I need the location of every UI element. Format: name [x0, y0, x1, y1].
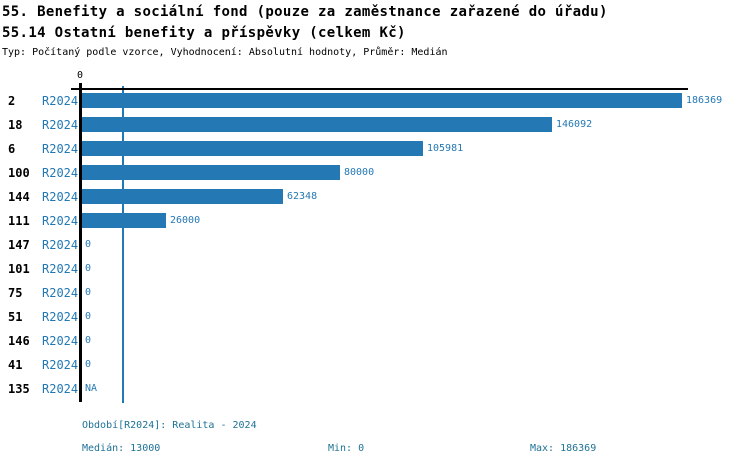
- page-title-line2: 55.14 Ostatní benefity a příspěvky (celk…: [2, 25, 406, 41]
- row-category-label: 18: [8, 117, 23, 132]
- bar: [82, 165, 340, 180]
- bar-value-label: 80000: [344, 166, 375, 178]
- y-axis-line: [79, 83, 82, 402]
- bar-value-label: 0: [85, 358, 92, 370]
- bar-value-label: 0: [85, 238, 92, 250]
- row-category-label: 6: [8, 141, 16, 156]
- row-period-label: R2024: [42, 357, 79, 372]
- page-title-line1: 55. Benefity a sociální fond (pouze za z…: [2, 4, 608, 20]
- row-period-label: R2024: [42, 309, 79, 324]
- bar-value-label: 186369: [686, 94, 723, 106]
- row-period-label: R2024: [42, 165, 79, 180]
- bar-value-label: 0: [85, 262, 92, 274]
- row-period-label: R2024: [42, 237, 79, 252]
- row-period-label: R2024: [42, 117, 79, 132]
- bar: [82, 141, 423, 156]
- footer-median-label: Medián: 13000: [82, 443, 161, 454]
- x-axis-zero-tick-label: 0: [76, 70, 84, 81]
- bar-value-label: 105981: [427, 142, 464, 154]
- row-period-label: R2024: [42, 381, 79, 396]
- row-category-label: 144: [8, 189, 30, 204]
- row-period-label: R2024: [42, 261, 79, 276]
- row-period-label: R2024: [42, 333, 79, 348]
- bar-value-label: NA: [85, 382, 98, 394]
- row-category-label: 135: [8, 381, 30, 396]
- bar-value-label: 26000: [170, 214, 201, 226]
- row-category-label: 51: [8, 309, 23, 324]
- bar-value-label: 62348: [287, 190, 318, 202]
- median-line: [122, 86, 124, 403]
- bars-container: 2 R2024 186369 18 R2024 146092 6 R2024 105981 100…: [8, 93, 723, 396]
- row-category-label: 41: [8, 357, 23, 372]
- bar-value-label: 146092: [556, 118, 593, 130]
- chart-meta-line: Typ: Počítaný podle vzorce, Vyhodnocení:…: [2, 47, 448, 58]
- x-axis-top-line: [71, 88, 688, 90]
- chart-area: 0 2 R2024 186369 18 R2024 146092 6 R2024 105981 1…: [8, 70, 723, 403]
- bar-value-label: 0: [85, 310, 92, 322]
- bar: [82, 117, 552, 132]
- row-period-label: R2024: [42, 189, 79, 204]
- row-category-label: 100: [8, 165, 30, 180]
- bar-value-label: 0: [85, 334, 92, 346]
- row-category-label: 75: [8, 285, 23, 300]
- footer-period-label: Období[R2024]: Realita - 2024: [82, 420, 257, 431]
- row-category-label: 101: [8, 261, 30, 276]
- row-period-label: R2024: [42, 93, 79, 108]
- bar: [82, 213, 166, 228]
- bar: [82, 189, 283, 204]
- row-period-label: R2024: [42, 213, 79, 228]
- row-period-label: R2024: [42, 285, 79, 300]
- row-category-label: 111: [8, 213, 30, 228]
- bar: [82, 93, 682, 108]
- footer-min-label: Min: 0: [328, 443, 365, 454]
- row-period-label: R2024: [42, 141, 79, 156]
- row-category-label: 2: [8, 93, 16, 108]
- bar-value-label: 0: [85, 286, 92, 298]
- row-category-label: 147: [8, 237, 30, 252]
- row-category-label: 146: [8, 333, 30, 348]
- footer-max-label: Max: 186369: [530, 443, 597, 454]
